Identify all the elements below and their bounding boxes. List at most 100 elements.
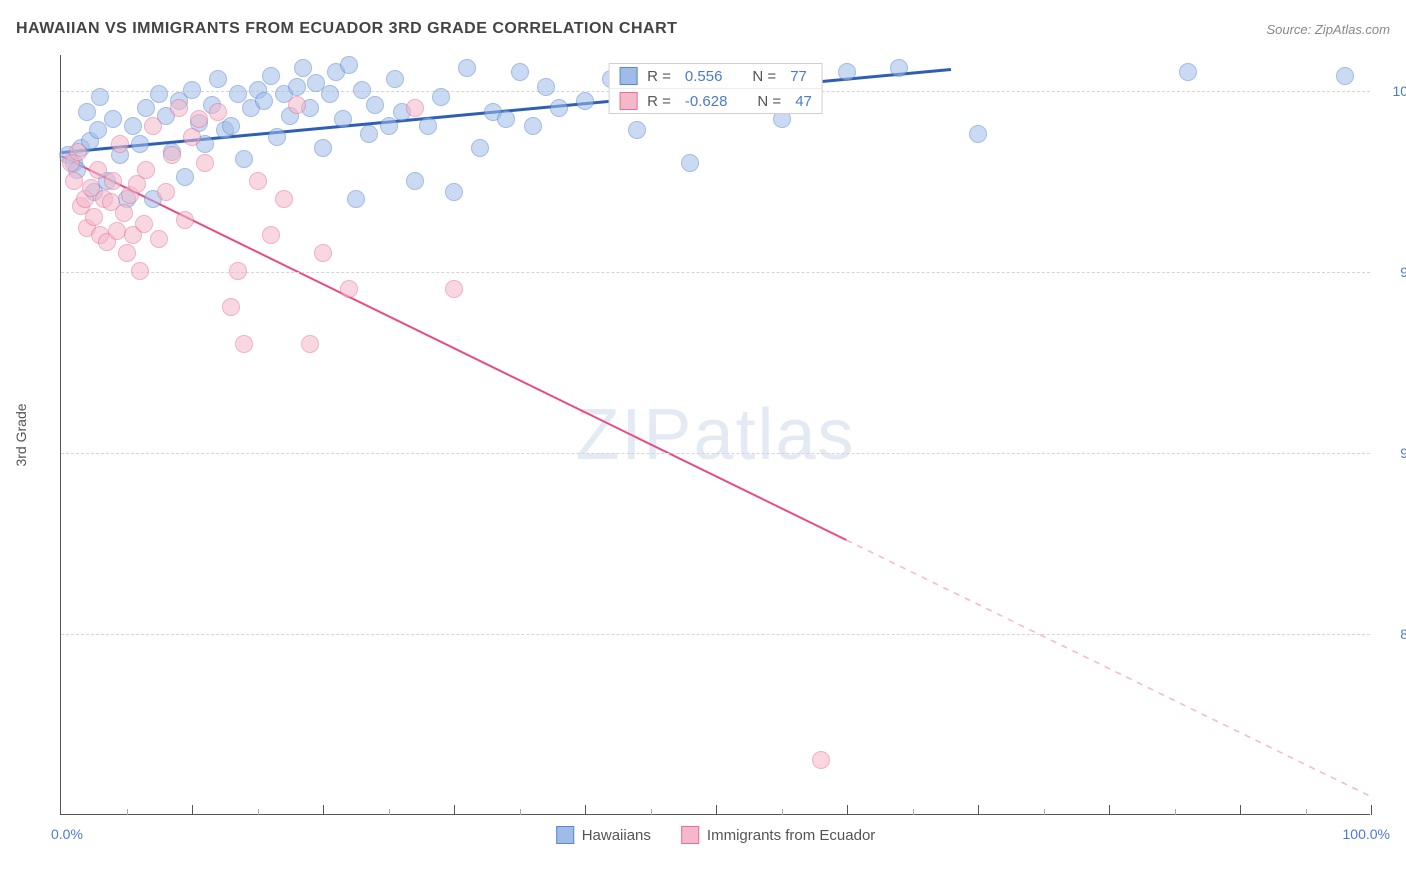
series-legend-item: Hawaiians [556, 826, 651, 844]
data-point [681, 154, 699, 172]
gridline-h [61, 453, 1370, 454]
x-tick [258, 809, 259, 815]
data-point [1336, 67, 1354, 85]
data-point [445, 280, 463, 298]
x-tick [978, 805, 979, 815]
x-tick [192, 805, 193, 815]
data-point [91, 88, 109, 106]
data-point [458, 59, 476, 77]
data-point [222, 298, 240, 316]
data-point [163, 146, 181, 164]
data-point [104, 110, 122, 128]
data-point [550, 99, 568, 117]
data-point [268, 128, 286, 146]
x-tick [127, 809, 128, 815]
data-point [334, 110, 352, 128]
stats-legend-row: R =0.556N =77 [609, 64, 822, 88]
data-point [124, 117, 142, 135]
stat-n-label: N = [752, 68, 776, 85]
data-point [314, 244, 332, 262]
data-point [196, 154, 214, 172]
data-point [340, 56, 358, 74]
y-tick-label: 100.0% [1380, 83, 1406, 99]
data-point [628, 121, 646, 139]
x-tick [913, 809, 914, 815]
x-tick [1371, 805, 1372, 815]
data-point [380, 117, 398, 135]
data-point [89, 121, 107, 139]
stat-r-label: R = [647, 93, 671, 110]
data-point [1179, 63, 1197, 81]
data-point [150, 85, 168, 103]
data-point [183, 81, 201, 99]
x-tick [716, 805, 717, 815]
trend-lines [61, 55, 1370, 814]
data-point [288, 78, 306, 96]
data-point [157, 183, 175, 201]
data-point [838, 63, 856, 81]
chart-title: HAWAIIAN VS IMMIGRANTS FROM ECUADOR 3RD … [16, 20, 677, 38]
data-point [511, 63, 529, 81]
x-tick [847, 805, 848, 815]
data-point [111, 135, 129, 153]
data-point [65, 172, 83, 190]
data-point [347, 190, 365, 208]
series-legend-item: Immigrants from Ecuador [681, 826, 875, 844]
x-axis-min-label: 0.0% [51, 826, 83, 842]
legend-swatch [681, 826, 699, 844]
source-label: Source: ZipAtlas.com [1266, 22, 1390, 37]
stats-legend: R =0.556N =77R =-0.628N =47 [608, 63, 823, 114]
data-point [137, 161, 155, 179]
data-point [445, 183, 463, 201]
legend-swatch [619, 67, 637, 85]
data-point [419, 117, 437, 135]
x-tick [1109, 805, 1110, 815]
data-point [176, 168, 194, 186]
x-tick [323, 805, 324, 815]
data-point [229, 262, 247, 280]
data-point [406, 99, 424, 117]
data-point [131, 262, 149, 280]
data-point [353, 81, 371, 99]
data-point [294, 59, 312, 77]
chart-header: HAWAIIAN VS IMMIGRANTS FROM ECUADOR 3RD … [16, 20, 1390, 38]
data-point [471, 139, 489, 157]
stat-r-value: 0.556 [685, 68, 723, 85]
data-point [209, 103, 227, 121]
series-name: Immigrants from Ecuador [707, 827, 875, 844]
data-point [249, 172, 267, 190]
data-point [183, 128, 201, 146]
x-tick [454, 805, 455, 815]
data-point [170, 99, 188, 117]
stat-n-value: 47 [795, 93, 812, 110]
data-point [537, 78, 555, 96]
stat-n-value: 77 [790, 68, 807, 85]
x-tick [1175, 809, 1176, 815]
x-tick [782, 809, 783, 815]
data-point [969, 125, 987, 143]
data-point [104, 172, 122, 190]
gridline-h [61, 634, 1370, 635]
data-point [222, 117, 240, 135]
stat-n-label: N = [757, 93, 781, 110]
data-point [301, 335, 319, 353]
data-point [118, 244, 136, 262]
x-tick [520, 809, 521, 815]
data-point [288, 96, 306, 114]
y-axis-label: 3rd Grade [13, 403, 29, 466]
data-point [255, 92, 273, 110]
data-point [314, 139, 332, 157]
data-point [131, 135, 149, 153]
data-point [340, 280, 358, 298]
data-point [386, 70, 404, 88]
x-tick [585, 805, 586, 815]
data-point [275, 190, 293, 208]
data-point [144, 117, 162, 135]
x-tick [651, 809, 652, 815]
x-tick [1240, 805, 1241, 815]
data-point [812, 751, 830, 769]
data-point [321, 85, 339, 103]
data-point [190, 110, 208, 128]
gridline-h [61, 272, 1370, 273]
x-tick [1044, 809, 1045, 815]
